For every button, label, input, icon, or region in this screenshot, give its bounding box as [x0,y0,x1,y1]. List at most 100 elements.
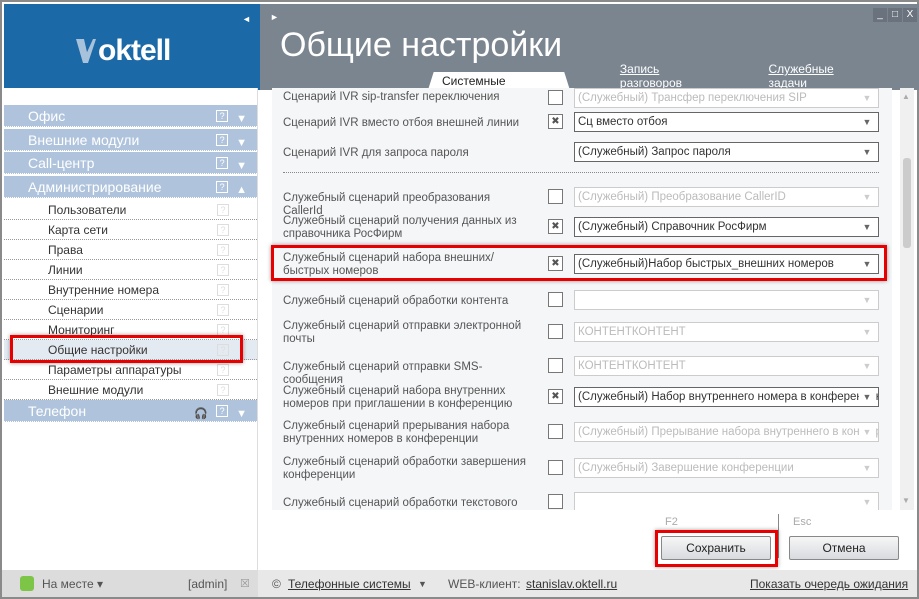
chevron-up-icon[interactable]: ▲ [236,184,247,196]
setting-checkbox[interactable]: ✖ [548,389,563,404]
setting-dropdown[interactable]: (Служебный) Преобразование CallerID ▼ [574,187,879,207]
presence-status[interactable]: На месте ▾ [42,577,103,591]
help-icon[interactable]: ? [217,344,229,356]
sidebar-section[interactable]: Телефон 🎧? ▼ [4,400,257,422]
expand-icon[interactable]: ► [270,12,279,22]
help-icon[interactable]: ? [217,204,229,216]
setting-dropdown[interactable]: (Служебный) Трансфер переключения SIP ▼ [574,88,879,108]
setting-checkbox[interactable] [548,324,563,339]
headset-icon[interactable]: 🎧 [194,408,209,420]
chevron-down-icon[interactable]: ▼ [236,137,247,149]
chevron-down-icon[interactable]: ▼ [859,291,875,309]
setting-label: Сценарий IVR sip-transfer переключения [283,91,500,103]
show-queue-link[interactable]: Показать очередь ожидания [750,577,909,591]
web-client-link[interactable]: stanislav.oktell.ru [526,577,618,591]
help-icon[interactable]: ? [217,284,229,296]
setting-checkbox[interactable] [548,460,563,475]
chevron-down-icon[interactable]: ▼ [236,160,247,172]
help-icon[interactable]: ? [217,244,229,256]
help-icon[interactable]: ? [216,405,229,417]
setting-dropdown[interactable]: КОНТЕНТКОНТЕНТ ▼ [574,322,879,342]
chevron-down-icon[interactable]: ▼ [859,357,875,375]
save-button[interactable]: Сохранить [661,536,771,560]
chevron-down-icon[interactable]: ▼ [859,493,875,510]
help-icon[interactable]: ? [217,264,229,276]
setting-dropdown[interactable]: (Служебный) Завершение конференции ▼ [574,458,879,478]
sidebar-item[interactable]: Параметры аппаратуры? [4,360,257,380]
sidebar-item[interactable]: Права? [4,240,257,260]
dropdown-value: (Служебный)Набор быстрых_внешних номеров [578,258,834,270]
sidebar-item[interactable]: Сценарии? [4,300,257,320]
presence-indicator[interactable] [20,576,34,591]
setting-dropdown[interactable]: КОНТЕНТКОНТЕНТ ▼ [574,356,879,376]
cancel-button[interactable]: Отмена [789,536,899,560]
sidebar-section[interactable]: Администрирование? ▲ [4,176,257,198]
chevron-down-icon[interactable]: ▼ [859,323,875,341]
help-icon[interactable]: ? [216,181,229,193]
chevron-down-icon[interactable]: ▼ [859,423,875,441]
setting-dropdown[interactable]: (Служебный) Прерывание набора внутреннег… [574,422,879,442]
setting-checkbox[interactable] [548,189,563,204]
sidebar-item[interactable]: Линии? [4,260,257,280]
scroll-up-icon[interactable]: ▲ [902,92,910,101]
maximize-icon[interactable]: □ [888,8,902,22]
setting-checkbox[interactable]: ✖ [548,256,563,271]
sidebar-section[interactable]: Внешние модули? ▼ [4,129,257,151]
sidebar-item[interactable]: Внутренние номера? [4,280,257,300]
scrollbar-thumb[interactable] [903,158,911,248]
sidebar-section-label: Call-центр [28,155,95,171]
tab-system-settings[interactable]: Системные настройки [428,72,570,90]
sidebar-item[interactable]: Карта сети? [4,220,257,240]
setting-checkbox[interactable]: ✖ [548,114,563,129]
help-icon[interactable]: ? [216,134,229,146]
presence-label: На месте [42,577,94,591]
sidebar-item-label: Сценарии [48,303,104,317]
sidebar-item[interactable]: Внешние модули? [4,380,257,400]
chevron-down-icon[interactable]: ▼ [859,255,875,273]
sidebar-item[interactable]: Пользователи? [4,200,257,220]
help-icon[interactable]: ? [217,304,229,316]
company-link[interactable]: Телефонные системы [288,577,411,591]
setting-dropdown[interactable]: (Служебный) Набор внутреннего номера в к… [574,387,879,407]
chevron-down-icon[interactable]: ▼ [859,89,875,107]
logout-icon[interactable]: ☒ [240,578,250,590]
highlight-box [10,335,243,363]
setting-checkbox[interactable] [548,424,563,439]
chevron-down-icon[interactable]: ▼ [236,113,247,125]
setting-checkbox[interactable] [548,292,563,307]
setting-checkbox[interactable] [548,90,563,105]
setting-dropdown[interactable]: Сц вместо отбоя ▼ [574,112,879,132]
chevron-down-icon[interactable]: ▼ [859,388,875,406]
chevron-down-icon[interactable]: ▼ [418,579,427,589]
setting-dropdown[interactable]: (Служебный)Набор быстрых_внешних номеров… [574,254,879,274]
setting-dropdown[interactable]: (Служебный) Справочник РосФирм ▼ [574,217,879,237]
help-icon[interactable]: ? [216,110,229,122]
help-icon[interactable]: ? [217,384,229,396]
collapse-sidebar-icon[interactable]: ◄ [242,14,251,24]
help-icon[interactable]: ? [217,224,229,236]
tab-call-recording[interactable]: Запись разговоров [619,62,683,90]
chevron-down-icon[interactable]: ▼ [859,459,875,477]
setting-dropdown[interactable]: ▼ [574,492,879,510]
setting-checkbox[interactable] [548,358,563,373]
chevron-down-icon[interactable]: ▼ [859,113,875,131]
help-icon[interactable]: ? [216,157,229,169]
setting-label: Служебный сценарий набора внешних/быстры… [283,252,494,277]
close-icon[interactable]: X [903,8,917,22]
chevron-down-icon[interactable]: ▼ [859,218,875,236]
chevron-down-icon[interactable]: ▼ [859,143,875,161]
setting-checkbox[interactable] [548,494,563,509]
chevron-down-icon[interactable]: ▼ [236,408,247,420]
scrollbar[interactable]: ▲ ▼ [900,88,914,510]
sidebar-item[interactable]: Общие настройки? [4,340,257,360]
sidebar-section[interactable]: Call-центр? ▼ [4,152,257,174]
scroll-down-icon[interactable]: ▼ [902,496,910,505]
sidebar-section[interactable]: Офис? ▼ [4,105,257,127]
tab-service-tasks[interactable]: Служебные задачи [768,62,834,90]
minimize-icon[interactable]: _ [873,8,887,22]
help-icon[interactable]: ? [217,364,229,376]
setting-checkbox[interactable]: ✖ [548,219,563,234]
setting-dropdown[interactable]: (Служебный) Запрос пароля ▼ [574,142,879,162]
setting-dropdown[interactable]: ▼ [574,290,879,310]
chevron-down-icon[interactable]: ▼ [859,188,875,206]
